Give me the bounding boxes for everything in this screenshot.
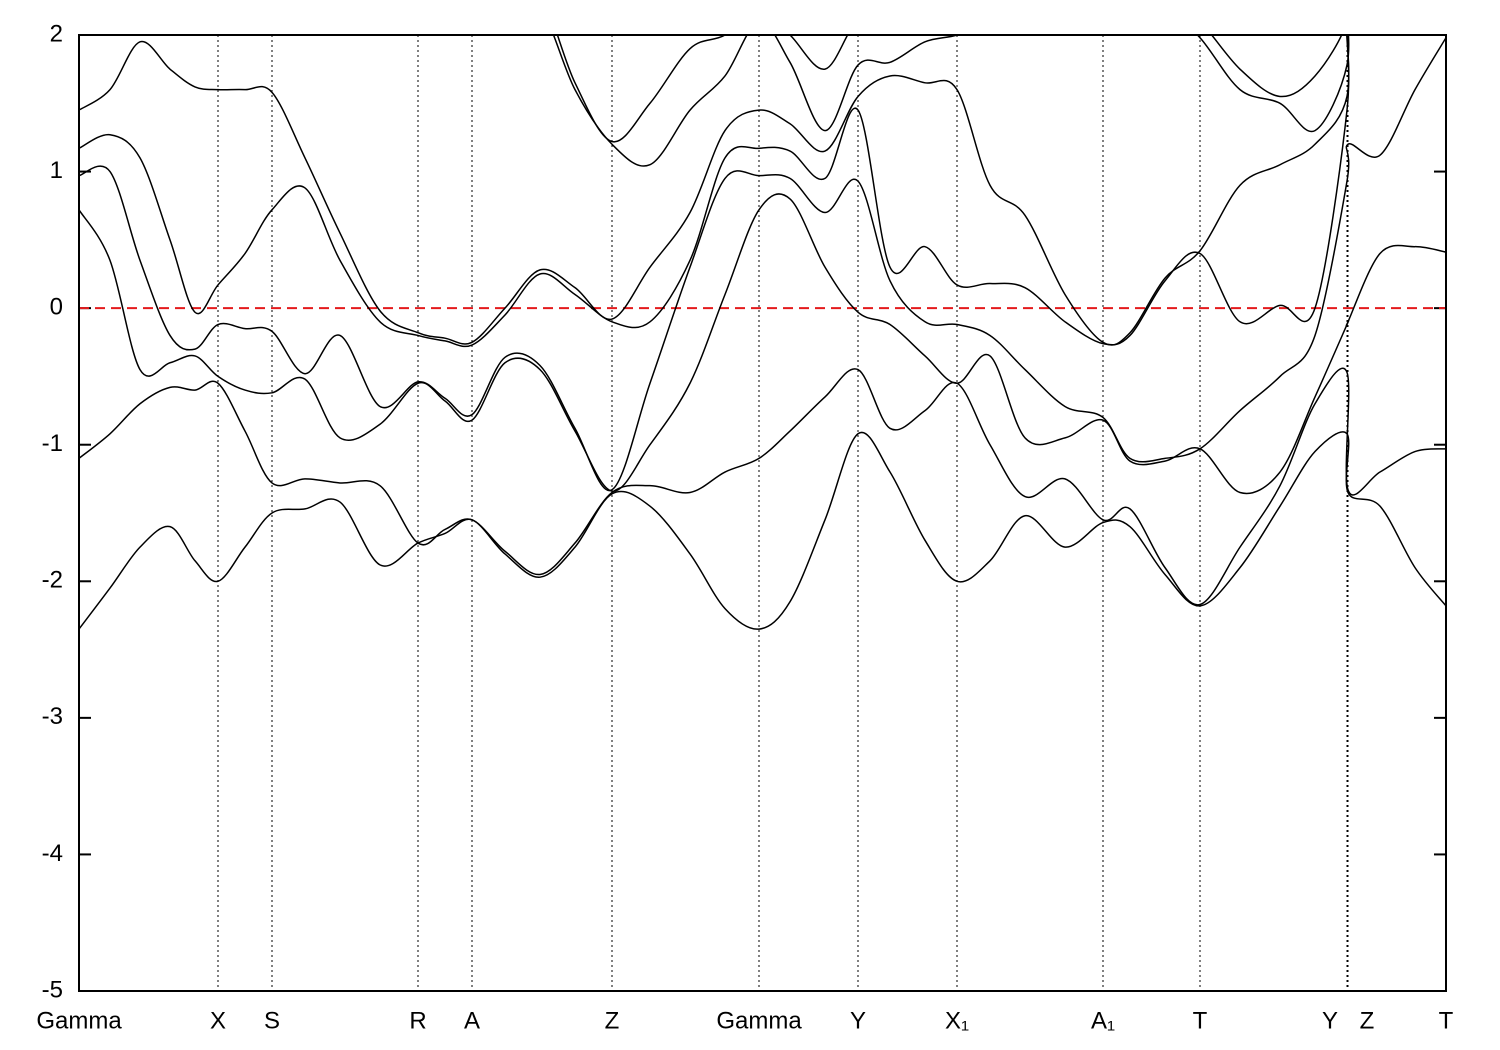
x-tick-label: Z — [605, 1007, 620, 1034]
y-tick-label: -4 — [42, 840, 63, 867]
band-line — [79, 35, 1350, 348]
y-tick-label: 1 — [50, 157, 63, 184]
y-tick-label: 0 — [50, 293, 63, 320]
x-tick-label: T — [1439, 1007, 1454, 1034]
x-tick-label: R — [409, 1007, 426, 1034]
band-line — [79, 37, 1446, 492]
grid — [78, 34, 1447, 992]
band-line — [106, 35, 1350, 167]
x-tick-label: Y — [850, 1007, 866, 1034]
y-tick-label: -3 — [42, 703, 63, 730]
x-tick-label: Gamma — [36, 1007, 122, 1034]
band-line — [556, 35, 1343, 143]
bands — [79, 35, 1446, 630]
y-tick-label: -1 — [42, 430, 63, 457]
x-tick-label: T — [1193, 1007, 1208, 1034]
x-tick-label: S — [264, 1007, 280, 1034]
plot-frame — [78, 34, 1447, 992]
x-tick-label: Gamma — [716, 1007, 802, 1034]
y-tick-label: -2 — [42, 567, 63, 594]
band-line — [79, 431, 1446, 630]
x-tick-label: Y — [1322, 1007, 1338, 1034]
x-tick-label: X — [210, 1007, 226, 1034]
y-tick-label: -5 — [42, 976, 63, 1003]
band-line — [79, 367, 1446, 606]
x-tick-label: A₁ — [1091, 1007, 1115, 1034]
x-tick-label: X₁ — [945, 1007, 969, 1034]
x-tick-label: A — [464, 1007, 480, 1034]
y-tick-label: 2 — [50, 20, 63, 47]
x-tick-label: Z — [1360, 1007, 1375, 1034]
band-line — [79, 193, 1446, 495]
band-line — [79, 35, 1350, 346]
